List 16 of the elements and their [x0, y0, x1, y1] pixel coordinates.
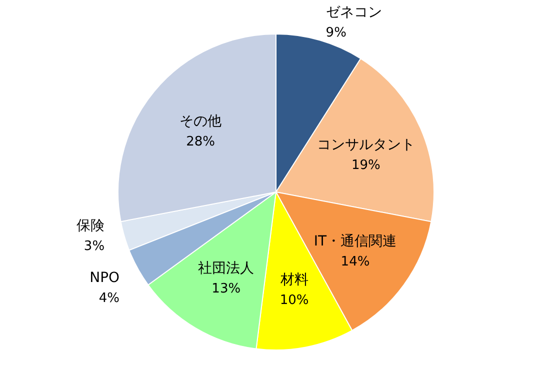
slice-label: NPO [90, 270, 120, 286]
data-label: 9% [326, 26, 346, 41]
data-label: 14% [340, 254, 370, 270]
slice-label: IT・通信関連 [314, 234, 397, 250]
data-label: 28% [186, 134, 215, 150]
slice-label: コンサルタント [316, 137, 415, 154]
slice-label: その他 [180, 114, 222, 130]
slice-label: 材料 [279, 272, 308, 288]
slice-label: 社団法人 [198, 260, 254, 276]
data-label: 10% [280, 293, 309, 308]
data-label: 13% [212, 281, 241, 296]
slice-label: 保険 [76, 218, 105, 234]
data-label: 4% [98, 291, 120, 306]
slice-label: ゼネコン [326, 4, 382, 21]
data-label: 19% [351, 158, 380, 174]
data-label: 3% [84, 238, 105, 254]
